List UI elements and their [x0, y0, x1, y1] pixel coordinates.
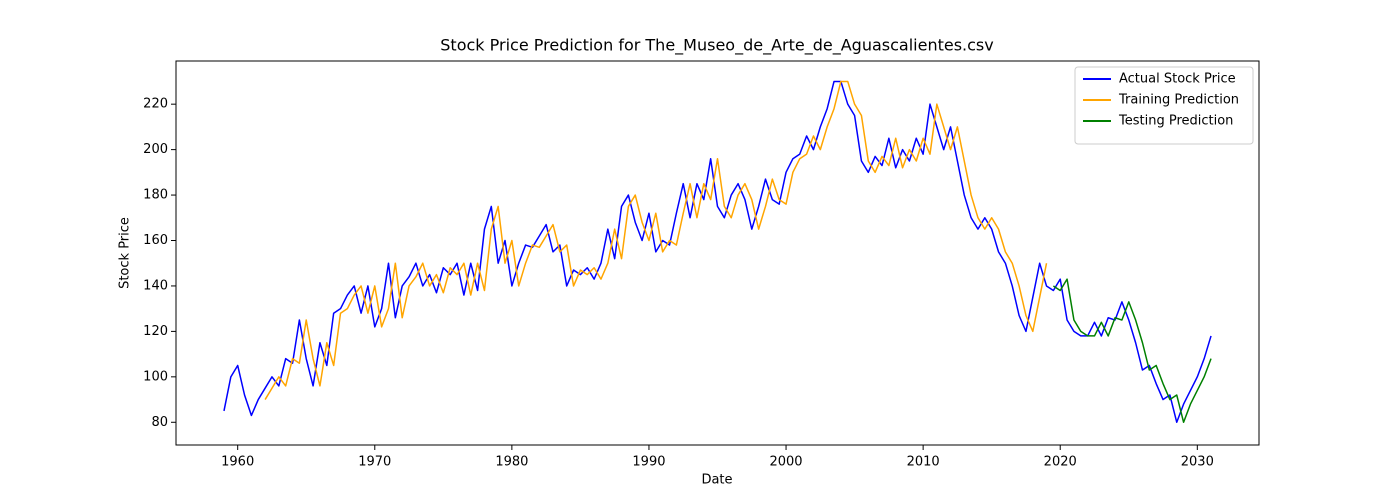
y-axis-label: Stock Price [118, 217, 133, 289]
x-tick-label: 1970 [358, 455, 391, 470]
y-tick-label: 200 [143, 142, 168, 157]
x-tick-label: 1980 [495, 455, 528, 470]
y-tick-label: 100 [143, 369, 168, 384]
y-tick-label: 80 [151, 415, 168, 430]
plot-frame [175, 60, 1260, 446]
series-line [223, 80, 1212, 424]
series-line [1052, 278, 1212, 424]
x-axis-label: Date [701, 473, 732, 488]
x-tick-label: 2000 [769, 455, 802, 470]
x-tick-label: 2030 [1181, 455, 1214, 470]
x-tick-label: 2020 [1044, 455, 1077, 470]
x-tick-label: 2010 [907, 455, 940, 470]
legend-label: Training Prediction [1118, 93, 1239, 108]
y-tick-label: 140 [143, 278, 168, 293]
chart-title: Stock Price Prediction for The_Museo_de_… [440, 36, 993, 56]
legend-box [1074, 66, 1254, 145]
y-tick-label: 120 [143, 324, 168, 339]
x-tick-label: 1990 [632, 455, 665, 470]
y-tick-label: 160 [143, 233, 168, 248]
legend-label: Testing Prediction [1118, 114, 1233, 129]
x-tick-label: 1960 [221, 455, 254, 470]
y-tick-label: 220 [143, 97, 168, 112]
series-line [264, 80, 1048, 400]
legend-label: Actual Stock Price [1119, 72, 1236, 87]
y-tick-label: 180 [143, 188, 168, 203]
